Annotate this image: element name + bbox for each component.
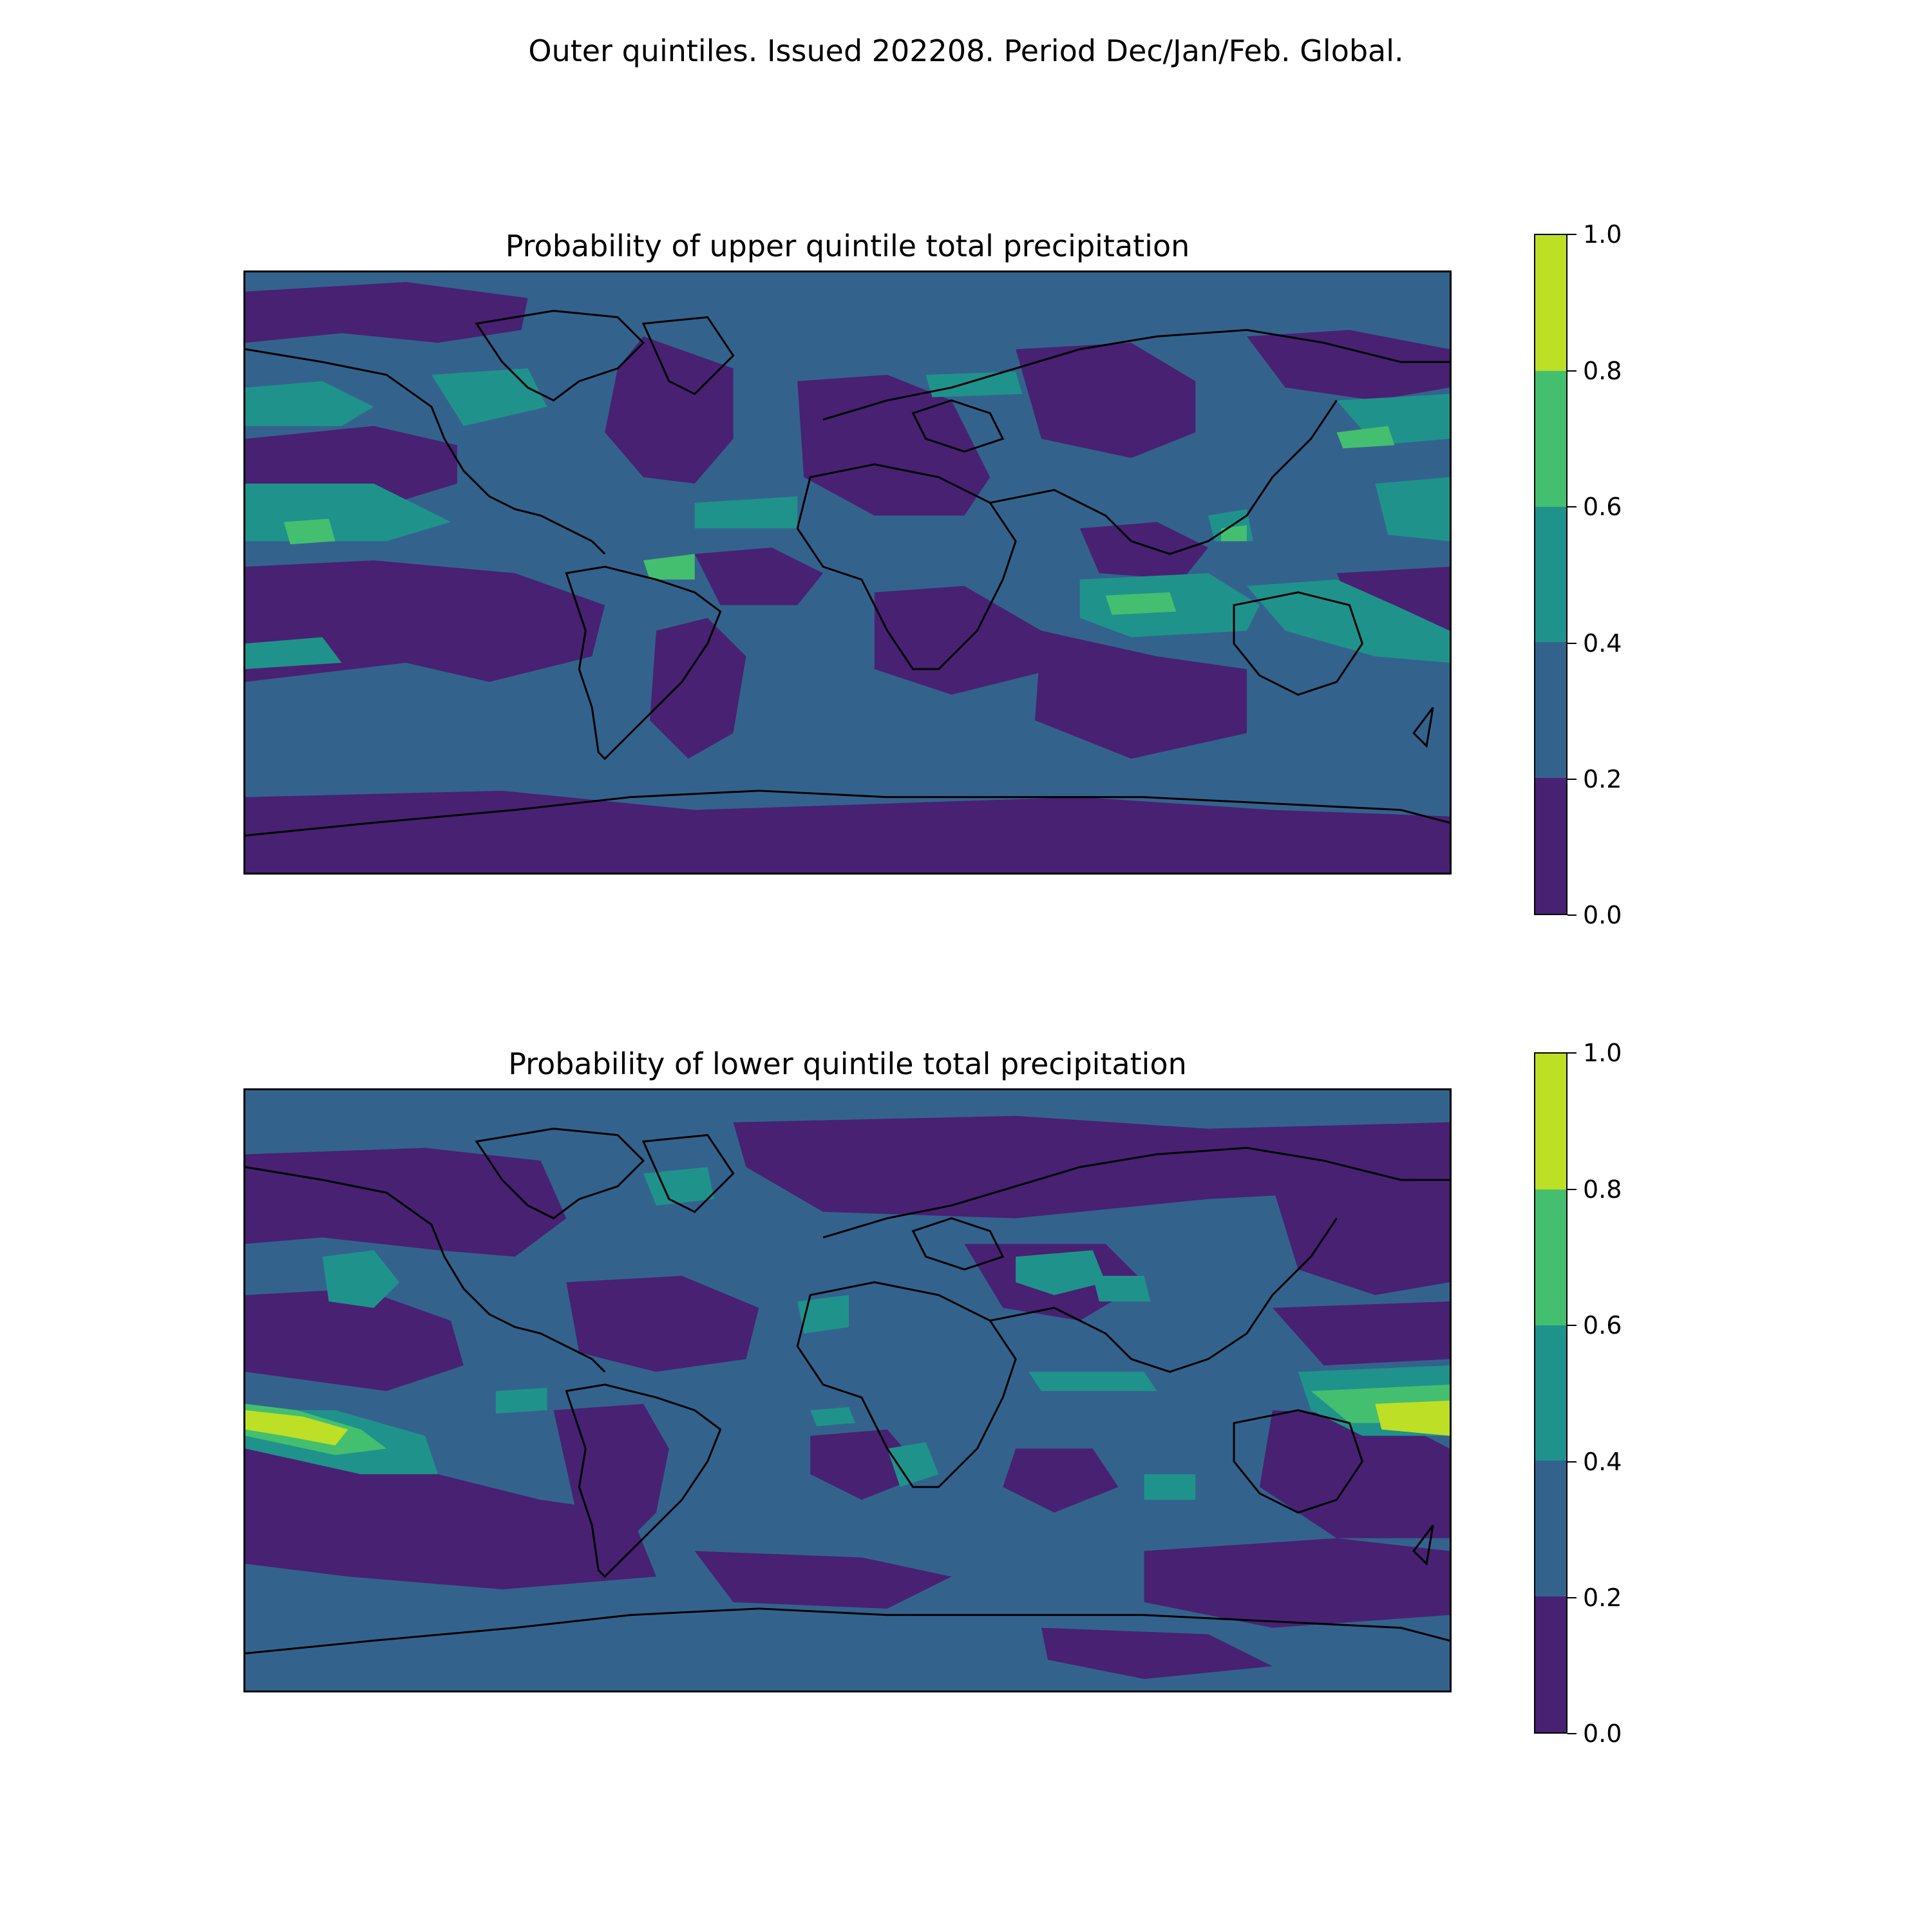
lower-colorbar-tick [1567, 1189, 1577, 1190]
upper-coastlines [245, 310, 1450, 837]
lower-colorbar-level-3 [1535, 1325, 1566, 1461]
lower-colorbar-tick-label: 1.0 [1583, 1039, 1622, 1067]
lower-colorbar [1534, 1052, 1567, 1734]
upper-colorbar-level-3 [1535, 506, 1566, 643]
lower-colorbar-level-1 [1535, 1596, 1566, 1732]
upper-colorbar-level-2 [1535, 642, 1566, 779]
lower-colorbar-tick-label: 0.2 [1583, 1584, 1622, 1612]
upper-colorbar-tick-label: 0.6 [1583, 493, 1622, 521]
upper-field-low-regions [245, 281, 1450, 873]
lower-colorbar-tick [1567, 1461, 1577, 1463]
lower-colorbar-tick-label: 0.8 [1583, 1175, 1622, 1204]
lower-coastlines [245, 1128, 1450, 1654]
upper-colorbar-tick [1567, 779, 1577, 780]
upper-field-high-regions [283, 426, 1395, 615]
lower-colorbar-tick [1567, 1325, 1577, 1326]
figure-title: Outer quintiles. Issued 202208. Period D… [528, 33, 1404, 68]
lower-quintile-map [243, 1088, 1452, 1692]
lower-colorbar-tick-label: 0.0 [1583, 1719, 1622, 1748]
upper-colorbar-level-1 [1535, 778, 1566, 914]
upper-colorbar-level-5 [1535, 235, 1566, 371]
upper-colorbar-tick-label: 0.2 [1583, 765, 1622, 793]
upper-colorbar-tick [1567, 370, 1577, 372]
lower-colorbar-tick [1567, 1052, 1577, 1054]
upper-colorbar-tick-label: 1.0 [1583, 220, 1622, 249]
lower-panel-title: Probability of lower quintile total prec… [508, 1046, 1187, 1081]
lower-colorbar-tick [1567, 1597, 1577, 1598]
lower-map-svg [245, 1090, 1450, 1690]
lower-colorbar-level-5 [1535, 1054, 1566, 1189]
upper-colorbar-level-4 [1535, 370, 1566, 507]
upper-colorbar-tick-label: 0.4 [1583, 629, 1622, 658]
lower-colorbar-level-4 [1535, 1189, 1566, 1325]
lower-colorbar-tick-label: 0.4 [1583, 1448, 1622, 1476]
lower-colorbar-tick-label: 0.6 [1583, 1311, 1622, 1340]
upper-colorbar-tick-label: 0.8 [1583, 357, 1622, 385]
upper-colorbar-tick-label: 0.0 [1583, 901, 1622, 929]
lower-field-veryhigh-regions [245, 1400, 1450, 1446]
upper-map-svg [245, 272, 1450, 873]
upper-colorbar-tick [1567, 914, 1577, 916]
upper-colorbar-tick [1567, 643, 1577, 644]
lower-colorbar-level-2 [1535, 1461, 1566, 1597]
upper-panel-title: Probability of upper quintile total prec… [505, 229, 1190, 263]
lower-field-low-regions [245, 1115, 1450, 1680]
upper-colorbar [1534, 234, 1567, 915]
lower-colorbar-tick [1567, 1733, 1577, 1734]
upper-colorbar-tick [1567, 234, 1577, 235]
upper-quintile-map [243, 270, 1452, 875]
upper-colorbar-tick [1567, 506, 1577, 507]
